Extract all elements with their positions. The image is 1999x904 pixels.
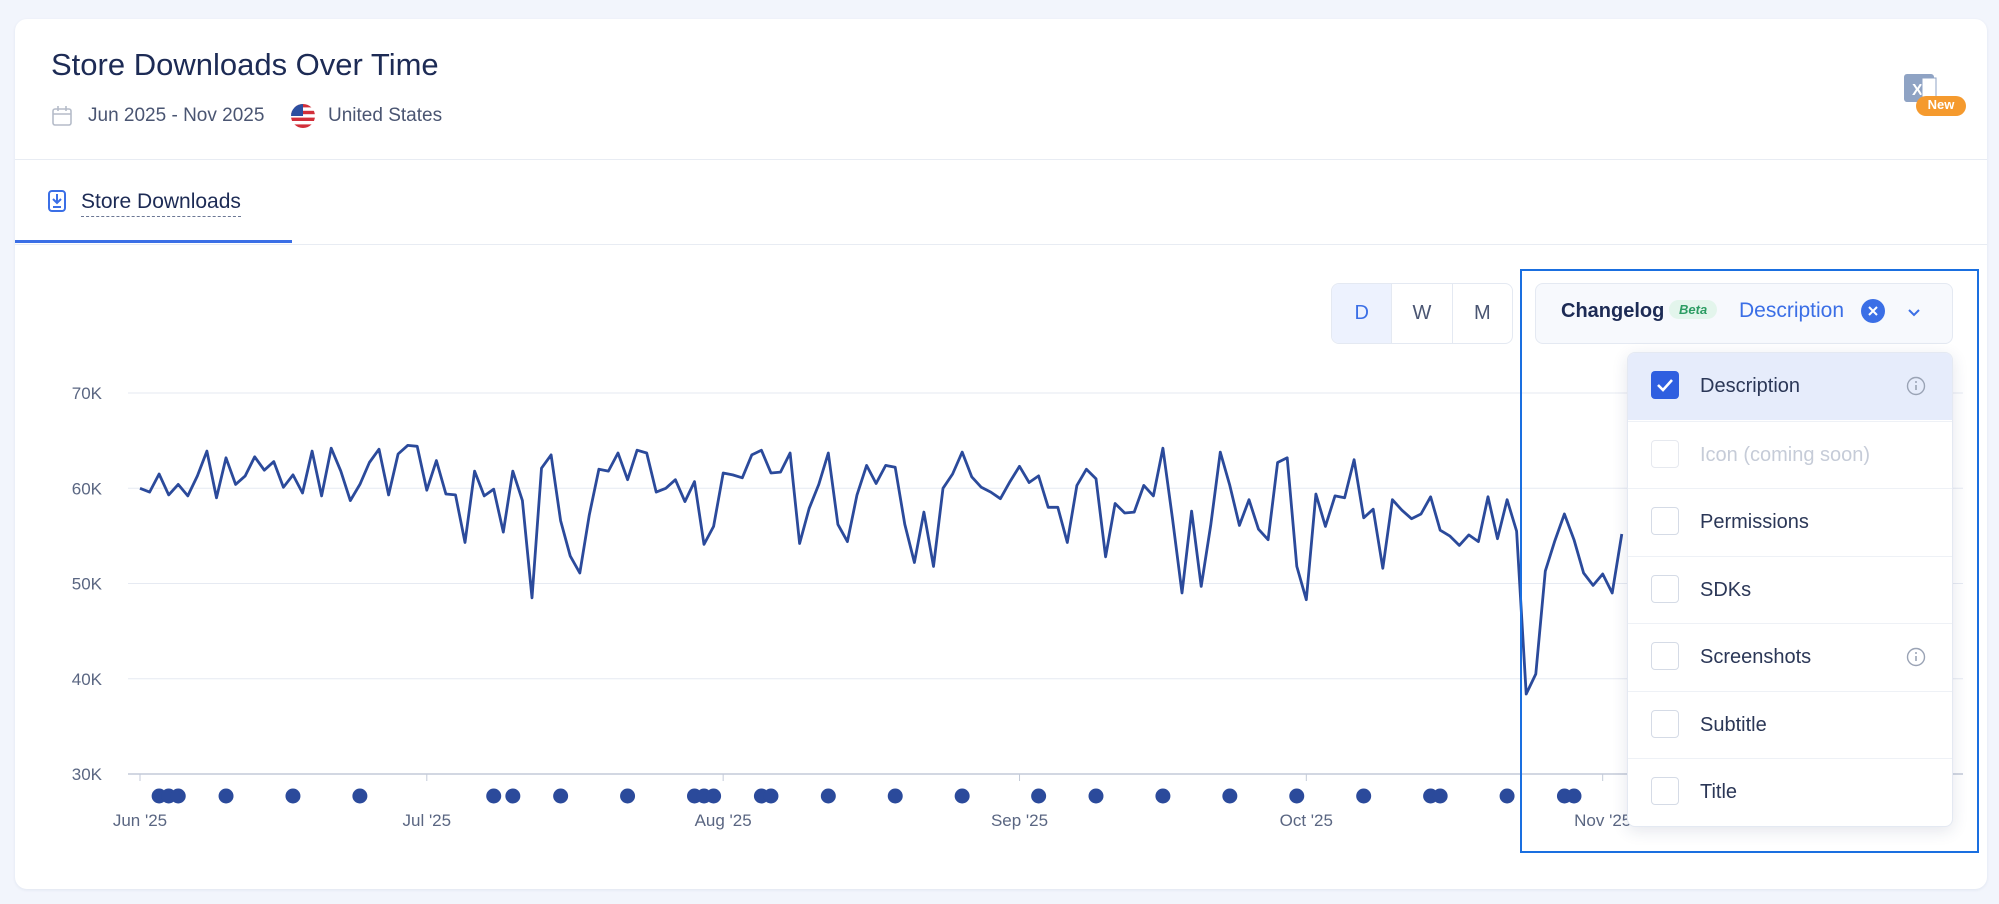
info-glyph — [1906, 647, 1926, 667]
changelog-event — [1222, 788, 1238, 804]
granularity-button[interactable]: M — [1451, 284, 1512, 343]
option-label: Title — [1700, 781, 1738, 803]
highlight-box — [1520, 269, 1979, 853]
changelog-event — [553, 788, 569, 804]
data-line — [139, 444, 1624, 696]
divider — [15, 159, 1987, 160]
changelog-selected: Description — [1739, 299, 1845, 322]
chevron[interactable] — [1906, 304, 1922, 320]
x-tick-label: Nov '25 — [1574, 811, 1631, 830]
changelog-event — [1566, 788, 1582, 804]
changelog-event — [1155, 788, 1171, 804]
option-label: Icon (coming soon) — [1700, 443, 1871, 466]
x-tick-label: Sep '25 — [991, 811, 1048, 830]
option-row[interactable]: SDKs — [1628, 555, 1952, 624]
changelog-event — [352, 788, 368, 804]
flag-icon — [291, 104, 315, 128]
option-row[interactable]: Title — [1628, 758, 1952, 826]
y-tick-label: 60K — [72, 479, 103, 498]
calendar-icon — [52, 106, 72, 126]
changelog-label: Changelog — [1561, 300, 1665, 322]
beta-badge: Beta — [1669, 300, 1718, 319]
info-icon — [1906, 376, 1926, 396]
changelog-dropdown: Description Icon (coming soon) Permissions… — [1627, 352, 1953, 827]
country: United States — [328, 105, 443, 126]
checkbox — [1651, 709, 1679, 738]
date-range: Jun 2025 - Nov 2025 — [88, 105, 265, 126]
changelog-event — [820, 788, 836, 804]
changelog-event — [763, 788, 779, 804]
x-tick-label: Jun '25 — [113, 811, 167, 830]
new-badge: New — [1927, 97, 1955, 112]
x-tick-label: Oct '25 — [1280, 811, 1333, 830]
checkbox — [1651, 507, 1679, 535]
option-label: Screenshots — [1700, 646, 1812, 668]
tab-underline — [15, 240, 292, 243]
changelog-event — [1031, 788, 1047, 804]
option-label: Subtitle — [1700, 713, 1767, 736]
option-label: Description — [1700, 375, 1801, 397]
chart-title: Store Downloads Over Time — [51, 47, 439, 82]
option-row[interactable]: Permissions — [1628, 488, 1952, 556]
changelog-event — [1356, 788, 1372, 804]
changelog-event — [170, 788, 186, 804]
check-mark — [1657, 379, 1673, 392]
changelog-event — [620, 788, 636, 804]
y-tick-label: 70K — [72, 384, 103, 403]
changelog-event — [1432, 788, 1448, 804]
info-glyph — [1906, 376, 1926, 396]
checkbox — [1651, 642, 1679, 670]
changelog-event — [1289, 788, 1305, 804]
changelog-event — [505, 788, 521, 804]
option-row[interactable]: Description — [1628, 353, 1952, 420]
option-label: SDKs — [1700, 578, 1752, 601]
x-tick-label: Aug '25 — [695, 811, 752, 830]
changelog-event — [486, 788, 502, 804]
y-tick-label: 40K — [72, 670, 103, 689]
excel-export[interactable]: X — [1902, 70, 1966, 118]
y-tick-label: 50K — [72, 575, 103, 594]
option-row[interactable]: Subtitle — [1628, 690, 1952, 759]
checkbox — [1651, 574, 1679, 603]
info-icon — [1906, 647, 1926, 667]
option-row: Icon (coming soon) — [1628, 420, 1952, 489]
clear-button[interactable] — [1861, 299, 1885, 323]
checkbox — [1651, 777, 1679, 805]
changelog-event — [1088, 788, 1104, 804]
changelog-event — [1499, 788, 1515, 804]
option-row[interactable]: Screenshots — [1628, 623, 1952, 691]
changelog-event — [954, 788, 970, 804]
changelog-event — [218, 788, 234, 804]
tab-label[interactable]: Store Downloads — [81, 190, 241, 217]
option-label: Permissions — [1700, 511, 1809, 533]
changelog-event — [285, 788, 301, 804]
checkbox — [1651, 371, 1679, 399]
download-icon — [48, 190, 66, 212]
changelog-event — [887, 788, 903, 804]
granularity-button[interactable]: D — [1332, 284, 1392, 343]
divider — [15, 244, 1987, 245]
y-tick-label: 30K — [72, 765, 103, 784]
x-tick-label: Jul '25 — [402, 811, 451, 830]
changelog-event — [706, 788, 722, 804]
checkbox — [1651, 439, 1679, 468]
svg-text:X: X — [1912, 82, 1923, 99]
granularity-button[interactable]: W — [1391, 284, 1451, 343]
